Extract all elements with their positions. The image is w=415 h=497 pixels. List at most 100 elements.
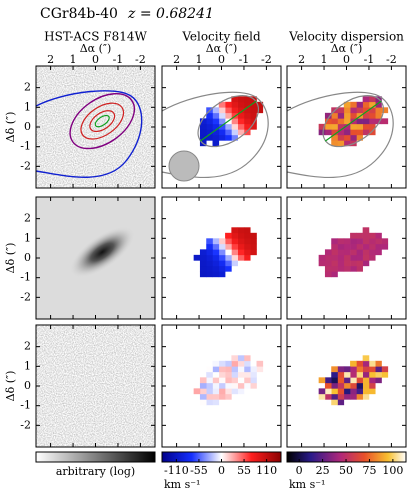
pixel [212,249,220,256]
pixel [218,388,226,395]
pixel [243,382,251,389]
pixel [375,107,382,114]
pixel [362,238,370,245]
pixel [237,249,245,256]
pixel [331,112,338,119]
pixel [350,377,357,384]
x-tick-label: 2 [298,53,305,66]
pixel [206,260,213,267]
pixel [324,265,332,272]
pixel [368,377,376,384]
pixel [318,388,326,395]
pixel [318,254,326,261]
x-tick-label: 1 [70,53,77,66]
pixel [250,112,257,119]
pixel [212,360,220,367]
pixel [250,118,257,125]
model-galaxy [69,226,135,278]
pixel [225,123,232,130]
pixel [362,249,370,256]
pixel [356,377,363,384]
pixel [331,271,338,278]
pixel [218,134,226,141]
pixel [356,393,363,400]
pixel [225,377,232,384]
pixel [356,249,363,256]
pixel [375,232,382,239]
pixel [206,134,213,141]
pixel [356,232,363,239]
pixel [199,388,207,395]
pixel [231,377,238,384]
pixel [212,260,220,267]
pixel [337,260,345,267]
pixel [225,265,232,272]
pixel [350,101,357,108]
pixel [243,101,251,108]
x-tick-label: -1 [113,53,124,66]
pixel [331,129,338,136]
pixel [225,112,232,119]
pixel [368,249,376,256]
pixel [237,129,245,136]
pixel [362,366,370,373]
pixel [237,366,245,373]
contour [286,91,394,178]
pixel [362,393,370,400]
noise-image [36,325,155,447]
pixel [199,382,207,389]
pixel [218,382,226,389]
pixel-map [199,96,264,147]
pixel [337,249,345,256]
contour [161,91,269,178]
pixel [368,254,376,261]
pixel [243,249,251,256]
pixel [350,243,357,250]
pixel [212,123,220,130]
pixel [212,366,220,373]
pixel [225,238,232,245]
y-axis-label: Δδ (″) [4,112,17,143]
colorbar [35,451,156,463]
x-tick-label: -2 [135,53,146,66]
y-tick-label: 2 [24,212,31,225]
pixel [381,371,389,378]
pixel [337,393,345,400]
pixel [225,366,232,373]
pixel [225,134,232,141]
pixel-map [193,355,264,406]
pixel [324,112,332,119]
column-title: Velocity field [181,30,261,44]
pixel [218,249,226,256]
pixel [350,254,357,261]
pixel [218,112,226,119]
pixel [250,238,257,245]
pixel [356,388,363,395]
pixel [356,134,363,141]
pixel [231,227,238,234]
pixel [356,371,363,378]
pixel [375,377,382,384]
pixel [343,243,351,250]
pixel [206,371,213,378]
pixel [237,232,245,239]
pixel [362,382,370,389]
x-axis-label: Δα (″) [331,42,363,55]
pixel [337,377,345,384]
pixel [350,265,357,272]
pixel [337,388,345,395]
pixel [331,254,338,261]
x-tick-label: 2 [173,53,180,66]
pixel [206,238,213,245]
pixel [250,101,257,108]
pixel [237,377,245,384]
pixel [243,371,251,378]
pixel [237,360,245,367]
pixel [331,382,338,389]
pixel [212,107,220,114]
pixel [218,371,226,378]
y-tick-label: -1 [20,399,31,412]
pixel [199,118,207,125]
x-tick-label: -2 [261,53,272,66]
pixel [350,232,357,239]
